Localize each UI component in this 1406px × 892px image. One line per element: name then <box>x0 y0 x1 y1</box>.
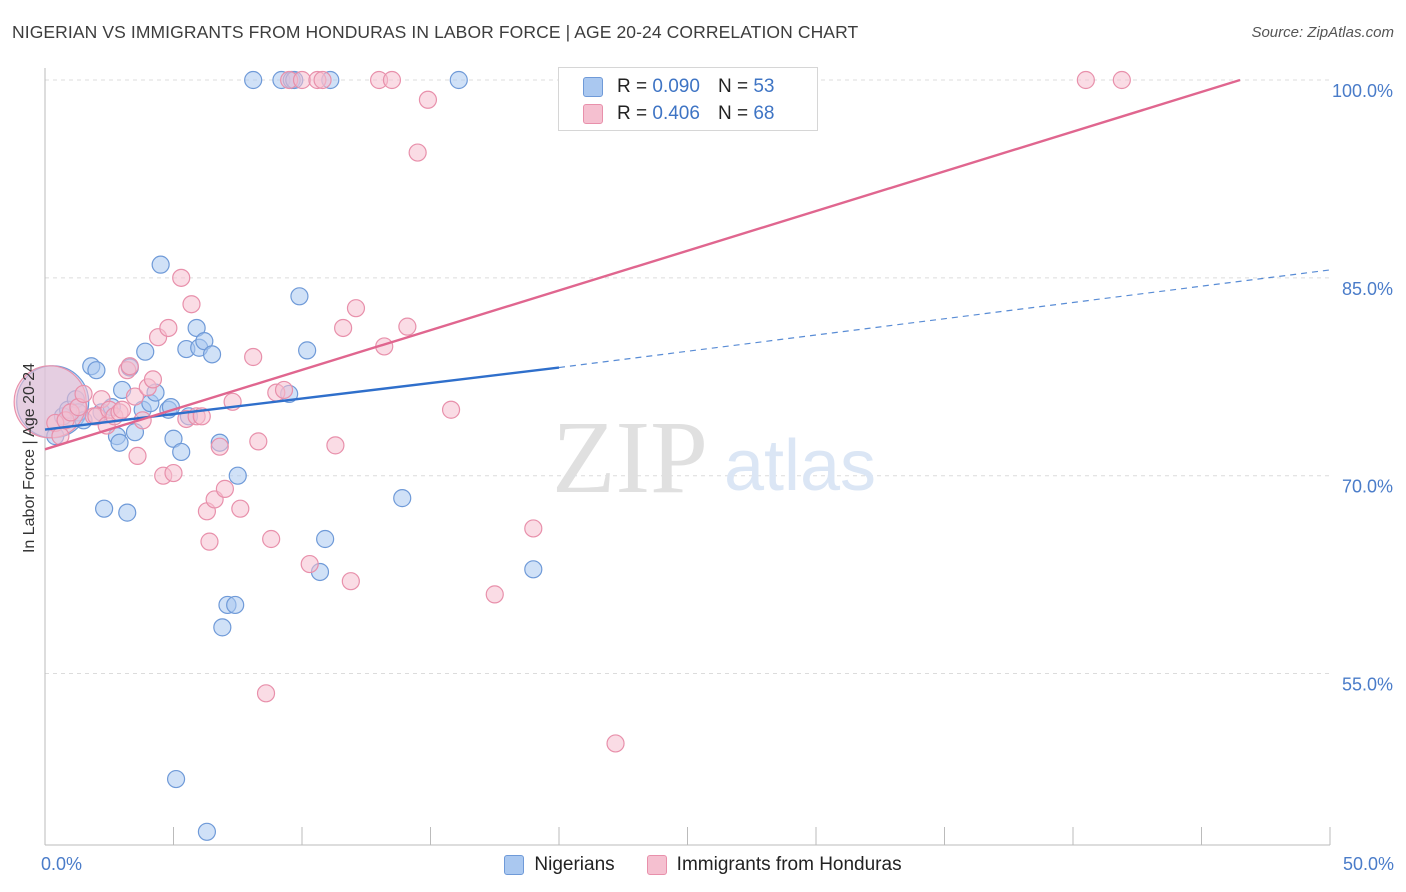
honduras-point-58 <box>418 90 438 109</box>
nigerians-point-19 <box>136 342 155 361</box>
honduras-point-14 <box>112 400 132 419</box>
honduras-point-57 <box>408 143 427 162</box>
nigerians-point-13 <box>110 433 129 452</box>
series-nigerians <box>16 70 543 841</box>
nigerians-point-50 <box>393 489 412 508</box>
honduras-trend-line <box>44 78 1241 451</box>
honduras-point-45 <box>292 70 312 90</box>
x-tick-label-1: 50.0% <box>1343 854 1394 874</box>
y-tick-label-0: 55.0% <box>1342 675 1393 695</box>
honduras-point-24 <box>159 318 178 338</box>
legend-n-value: 68 <box>753 103 775 124</box>
nigerians-point-36 <box>213 618 232 637</box>
honduras-point-62 <box>606 734 625 753</box>
honduras-point-18 <box>128 446 147 466</box>
honduras-point-61 <box>524 519 543 538</box>
nigerians-point-39 <box>228 466 247 485</box>
legend-swatch-pink <box>583 104 603 124</box>
y-axis-label: In Labor Force | Age 20-24 <box>21 363 38 553</box>
honduras-point-49 <box>326 436 345 455</box>
nigerians-trend-line <box>44 366 560 431</box>
series-honduras <box>13 70 1131 753</box>
x-tick-label-0: 0.0% <box>41 854 82 874</box>
honduras-point-56 <box>398 317 417 336</box>
nigerians-point-52 <box>524 560 543 579</box>
honduras-point-55 <box>382 70 402 90</box>
watermark-atlas: atlas <box>724 426 876 506</box>
nigerians-point-10 <box>95 499 114 518</box>
nigerians-point-15 <box>118 503 137 522</box>
honduras-point-51 <box>341 572 360 591</box>
nigerians-point-22 <box>151 255 170 274</box>
source-credit: Source: ZipAtlas.com <box>1251 24 1394 41</box>
honduras-point-28 <box>182 295 201 314</box>
honduras-point-21 <box>143 370 163 389</box>
grid-lines <box>45 79 1330 675</box>
nigerians-point-8 <box>87 361 106 380</box>
tick-labels: 55.0% 70.0% 85.0% 100.0% 0.0% 50.0% <box>41 81 1394 874</box>
honduras-point-39 <box>249 432 268 451</box>
nigerians-point-27 <box>172 442 191 462</box>
axes <box>44 68 1331 846</box>
nigerians-point-48 <box>316 529 335 549</box>
honduras-point-37 <box>231 499 250 518</box>
honduras-point-6 <box>74 384 93 404</box>
y-tick-label-3: 100.0% <box>1332 81 1393 101</box>
honduras-point-59 <box>441 400 461 419</box>
honduras-point-16 <box>120 357 139 376</box>
honduras-point-43 <box>274 380 294 400</box>
honduras-point-52 <box>346 299 366 318</box>
nigerians-point-45 <box>290 287 309 306</box>
nigerians-trend-extension <box>558 269 1331 369</box>
honduras-point-50 <box>334 318 353 338</box>
legend-r-value: 0.406 <box>652 103 700 124</box>
legend-r-label: R = <box>617 76 648 97</box>
honduras-point-34 <box>210 437 229 456</box>
legend-label-honduras: Immigrants from Honduras <box>676 854 902 875</box>
nigerians-point-38 <box>226 595 245 615</box>
legend-row-nigerians: R = 0.090 N = 53 <box>583 75 774 99</box>
legend-r-value: 0.090 <box>652 76 700 97</box>
nigerians-point-26 <box>166 769 186 789</box>
legend-item-honduras[interactable]: Immigrants from Honduras <box>646 854 902 876</box>
honduras-point-38 <box>244 347 263 367</box>
legend-n-label: N = <box>717 76 749 97</box>
legend-label-nigerians: Nigerians <box>534 854 615 875</box>
nigerians-point-46 <box>298 341 317 360</box>
chart-title: NIGERIAN VS IMMIGRANTS FROM HONDURAS IN … <box>12 22 859 42</box>
honduras-point-48 <box>313 70 332 90</box>
nigerians-point-34 <box>202 345 222 364</box>
nigerians-point-51 <box>449 70 468 90</box>
honduras-point-35 <box>215 479 234 498</box>
trend-lines <box>44 78 1331 451</box>
legend-n-value: 53 <box>753 76 775 97</box>
legend-item-nigerians[interactable]: Nigerians <box>504 854 615 876</box>
legend-swatch-pink <box>646 855 667 875</box>
honduras-point-17 <box>125 387 145 406</box>
legend-swatch-blue <box>504 855 525 875</box>
legend-swatch-blue <box>583 77 603 97</box>
honduras-point-41 <box>262 529 281 549</box>
legend-r-label: R = <box>617 103 648 124</box>
legend-row-honduras: R = 0.406 N = 68 <box>583 102 774 126</box>
y-tick-label-1: 70.0% <box>1342 477 1393 497</box>
y-tick-label-2: 85.0% <box>1342 279 1393 299</box>
honduras-point-25 <box>164 463 183 483</box>
honduras-point-60 <box>485 585 504 604</box>
honduras-point-26 <box>172 268 191 287</box>
honduras-point-63 <box>1076 70 1095 90</box>
honduras-point-64 <box>1112 70 1131 90</box>
correlation-legend: R = 0.090 N = 53 R = 0.406 N = 68 <box>558 67 818 131</box>
nigerians-point-33 <box>197 822 217 841</box>
honduras-point-40 <box>256 684 276 703</box>
watermark-zip: ZIP <box>552 400 708 515</box>
honduras-point-32 <box>200 532 219 551</box>
honduras-point-46 <box>300 554 319 574</box>
watermark: ZIP atlas <box>552 400 876 515</box>
series-legend: Nigerians Immigrants from Honduras <box>0 850 1406 880</box>
nigerians-point-40 <box>244 70 263 90</box>
legend-n-label: N = <box>717 103 749 124</box>
